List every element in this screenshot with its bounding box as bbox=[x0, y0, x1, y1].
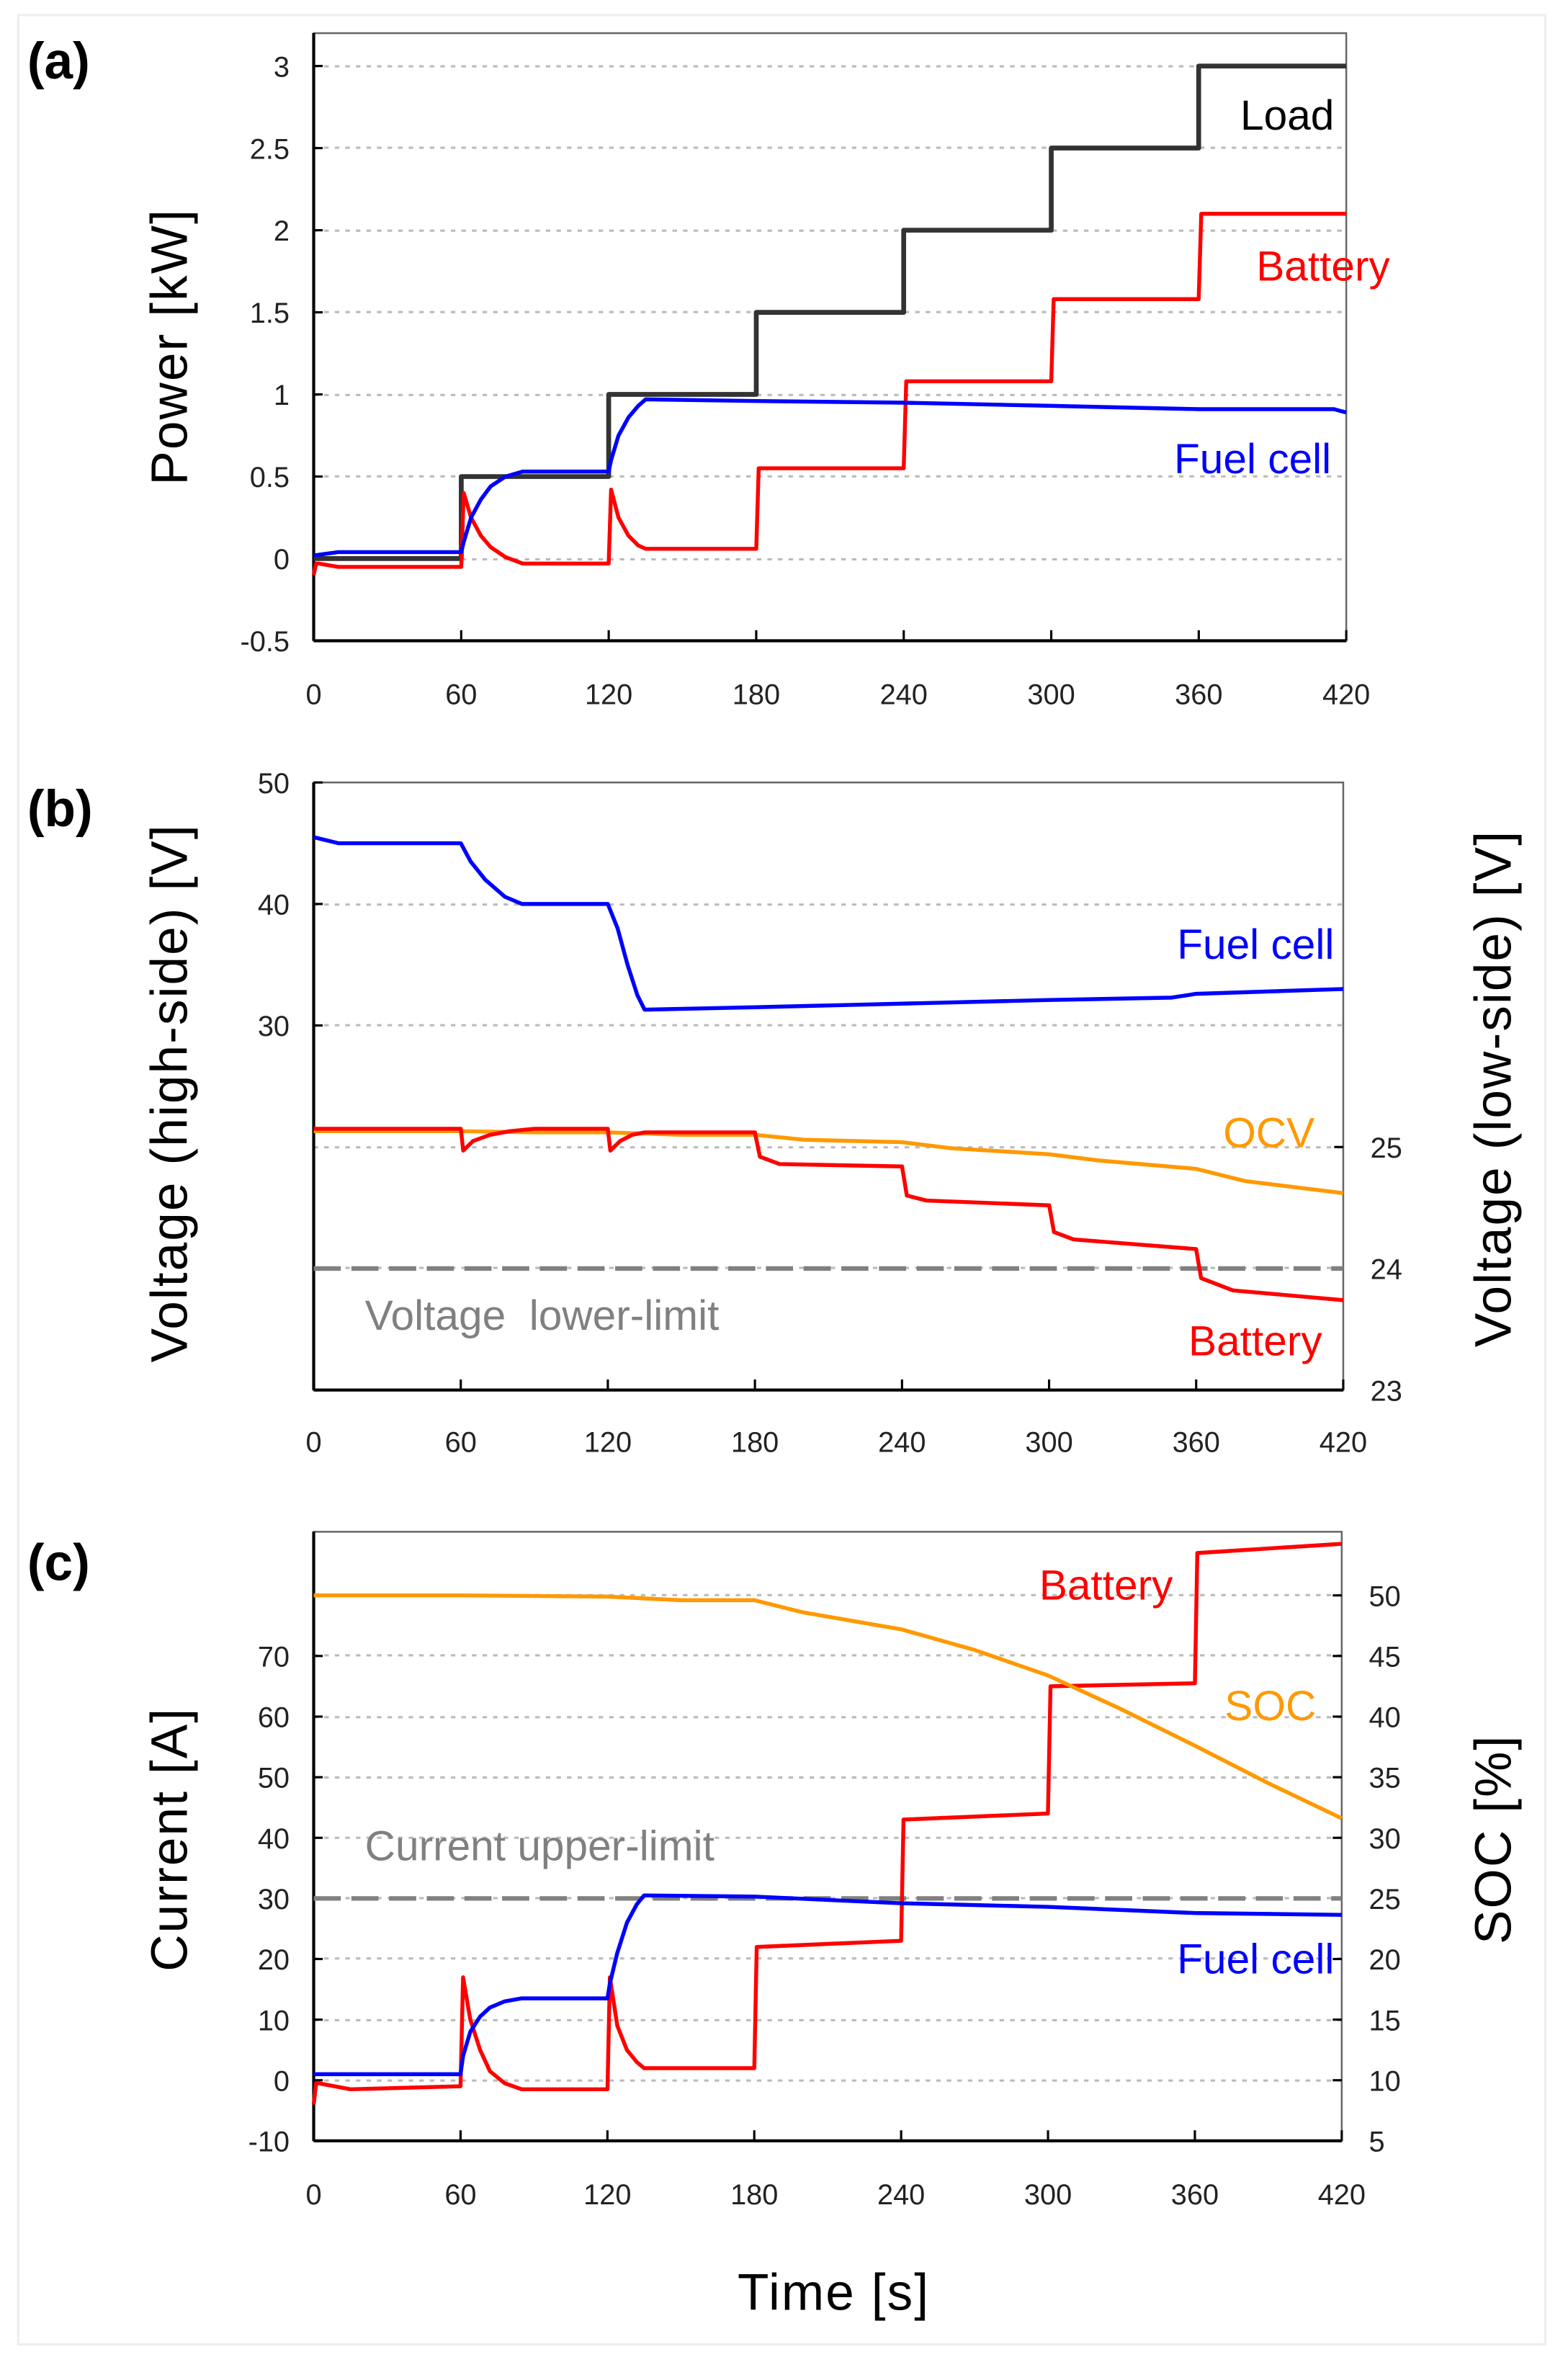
annotation-voltage-lower-limit: Voltage lower-limit bbox=[365, 1292, 720, 1339]
y-tick-label: 40 bbox=[258, 890, 290, 921]
y2-tick-label: 20 bbox=[1369, 1944, 1401, 1976]
y2-tick-label: 25 bbox=[1371, 1132, 1402, 1164]
annotation-ocv: OCV bbox=[1223, 1110, 1314, 1157]
y-tick-label: 60 bbox=[258, 1702, 290, 1734]
y-tick-label: 20 bbox=[258, 1944, 290, 1976]
y2-tick-label: 15 bbox=[1369, 2005, 1401, 2036]
x-tick-label: 0 bbox=[305, 1426, 321, 1458]
x-tick-label: 60 bbox=[445, 679, 477, 710]
y2-tick-label: 50 bbox=[1369, 1580, 1401, 1612]
x-tick-label: 240 bbox=[880, 679, 928, 710]
annotation-current-upper-limit: Current upper-limit bbox=[365, 1823, 714, 1870]
plot-panel-2: 0 60 120 180 240 300 360 420 -10 0 10 20 30 40 50 60 70 5… bbox=[248, 1531, 1401, 2211]
x-tick-label: 420 bbox=[1320, 1426, 1367, 1458]
y2-tick-label: 23 bbox=[1371, 1375, 1402, 1407]
annotation-fuel-cell-a: Fuel cell bbox=[1174, 436, 1331, 483]
y-tick-label: 1.5 bbox=[250, 298, 290, 329]
x-tick-label: 300 bbox=[1024, 2179, 1072, 2211]
y-tick-label: 30 bbox=[258, 1884, 290, 1915]
y-tick-label: -0.5 bbox=[241, 626, 290, 658]
annotation-load: Load bbox=[1240, 92, 1334, 139]
x-axis-label-time: Time [s] bbox=[738, 2264, 930, 2321]
x-tick-label: 360 bbox=[1173, 1426, 1220, 1458]
y-axis-label-power: Power [kW] bbox=[142, 208, 199, 486]
x-tick-label: 240 bbox=[877, 2179, 925, 2211]
y2-tick-label: 40 bbox=[1369, 1702, 1401, 1734]
plot-panel-0: 0 60 120 180 240 300 360 420 -0.5 0 0.5 1 1.5 2 2.5 3 bbox=[241, 32, 1370, 710]
y-axis-label-soc: SOC [%] bbox=[1465, 1735, 1522, 1944]
x-tick-label: 120 bbox=[585, 679, 632, 710]
y-tick-label: 40 bbox=[258, 1823, 290, 1855]
y-tick-label: 2 bbox=[274, 215, 290, 247]
y-tick-label: 50 bbox=[258, 1763, 290, 1794]
y-tick-label: 30 bbox=[258, 1011, 290, 1042]
x-tick-label: 360 bbox=[1171, 2179, 1219, 2211]
y-tick-label: 10 bbox=[258, 2005, 290, 2036]
y2-tick-label: 35 bbox=[1369, 1763, 1401, 1794]
x-tick-label: 300 bbox=[1025, 1426, 1072, 1458]
series-line-battery bbox=[311, 212, 1347, 576]
annotation-battery-b: Battery bbox=[1188, 1318, 1322, 1364]
annotation-battery-c: Battery bbox=[1039, 1562, 1173, 1609]
series-line-load bbox=[313, 63, 1347, 561]
series-line-soc bbox=[313, 1593, 1343, 1820]
y2-tick-label: 45 bbox=[1369, 1641, 1401, 1673]
y2-tick-label: 24 bbox=[1371, 1254, 1402, 1286]
y-tick-label: 0 bbox=[274, 544, 290, 576]
series-line-ocv bbox=[313, 1129, 1344, 1196]
x-tick-label: 180 bbox=[730, 2179, 778, 2211]
x-tick-label: 420 bbox=[1322, 679, 1370, 710]
x-tick-label: 60 bbox=[444, 2179, 476, 2211]
y-tick-label: 1 bbox=[274, 380, 290, 411]
y-tick-label: 3 bbox=[274, 51, 290, 83]
x-tick-label: 180 bbox=[733, 679, 780, 710]
x-tick-label: 120 bbox=[583, 2179, 631, 2211]
x-tick-label: 240 bbox=[878, 1426, 926, 1458]
y-tick-label: 70 bbox=[258, 1641, 290, 1673]
y-axis-label-current: Current [A] bbox=[142, 1707, 199, 1972]
panel-label-c: (c) bbox=[27, 1534, 90, 1591]
series-line-fuel-cell bbox=[313, 1893, 1342, 2077]
x-tick-label: 120 bbox=[584, 1426, 632, 1458]
series-line-fuel-cell bbox=[313, 835, 1344, 1012]
plot-panel-1: 0 60 120 180 240 300 360 420 30 40 50 23 24 25 bbox=[258, 768, 1402, 1459]
series-line-fuel-cell bbox=[313, 397, 1347, 558]
x-tick-label: 0 bbox=[305, 2179, 321, 2211]
panel-label-a: (a) bbox=[27, 33, 90, 90]
x-tick-label: 300 bbox=[1027, 679, 1075, 710]
annotation-battery-a: Battery bbox=[1256, 243, 1390, 290]
y2-tick-label: 30 bbox=[1369, 1823, 1401, 1855]
y-tick-label: 0.5 bbox=[250, 462, 290, 493]
x-tick-label: 0 bbox=[305, 679, 321, 710]
y-tick-label: 0 bbox=[274, 2065, 290, 2097]
y-tick-label: 2.5 bbox=[250, 133, 290, 165]
y2-tick-label: 25 bbox=[1369, 1884, 1401, 1915]
y-axis-label-voltage-low: Voltage (low-side) [V] bbox=[1465, 830, 1522, 1347]
x-tick-label: 180 bbox=[731, 1426, 779, 1458]
figure-border bbox=[17, 14, 1546, 2346]
annotation-soc: SOC bbox=[1224, 1683, 1316, 1730]
annotation-fuel-cell-b: Fuel cell bbox=[1177, 921, 1334, 968]
y2-tick-label: 5 bbox=[1369, 2127, 1385, 2158]
x-tick-label: 360 bbox=[1175, 679, 1222, 710]
y-axis-label-voltage-high: Voltage (high-side) [V] bbox=[142, 823, 199, 1362]
y-tick-label: 50 bbox=[258, 768, 290, 800]
x-tick-label: 60 bbox=[445, 1426, 477, 1458]
x-tick-label: 420 bbox=[1318, 2179, 1366, 2211]
plot-frame bbox=[313, 32, 1348, 642]
series-line-battery bbox=[313, 1127, 1344, 1302]
y2-tick-label: 10 bbox=[1369, 2065, 1401, 2097]
annotation-fuel-cell-c: Fuel cell bbox=[1177, 1936, 1334, 1983]
y-tick-label: -10 bbox=[248, 2127, 290, 2158]
panel-label-b: (b) bbox=[27, 781, 93, 838]
